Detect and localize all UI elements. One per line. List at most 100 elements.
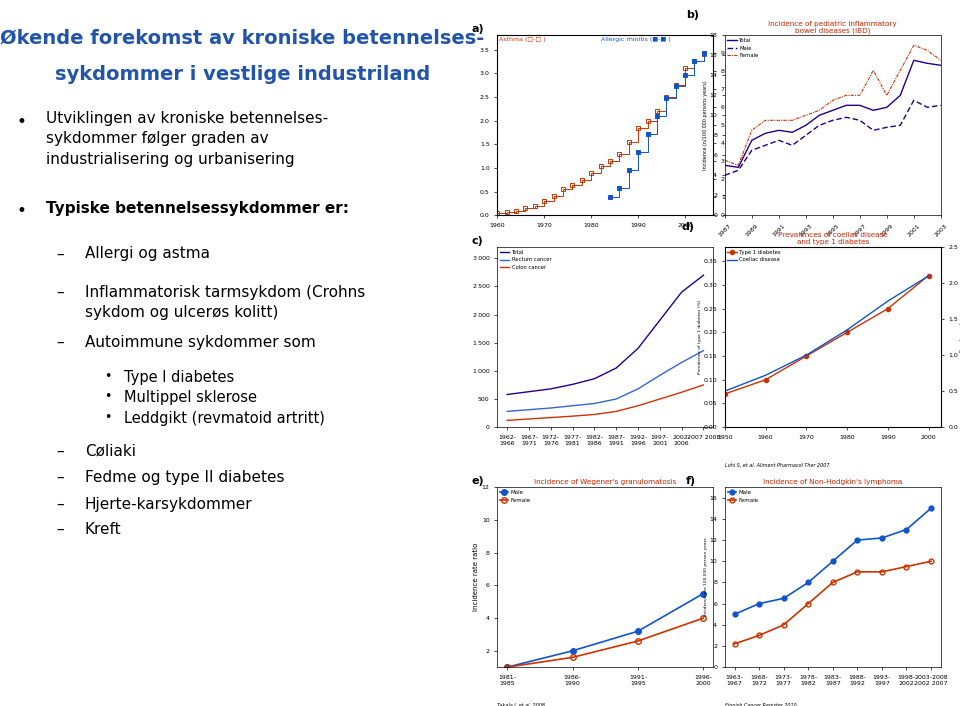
Line: Colon cancer: Colon cancer	[507, 385, 704, 420]
Total	[773, 126, 784, 135]
Total	[800, 121, 811, 130]
Text: –: –	[56, 497, 63, 512]
Rectum cancer	[633, 385, 644, 393]
Text: Asthma (□-□ ): Asthma (□-□ )	[499, 37, 546, 42]
Male	[881, 123, 893, 131]
Male	[754, 599, 765, 608]
Female	[852, 568, 863, 576]
Total	[545, 385, 557, 393]
Colon cancer	[588, 410, 600, 419]
Total	[868, 106, 879, 114]
Female	[827, 578, 839, 587]
Total	[698, 271, 709, 280]
Female	[803, 599, 814, 608]
Text: Utviklingen av kroniske betennelses-
sykdommer følger graden av
industrialiserin: Utviklingen av kroniske betennelses- syk…	[46, 111, 328, 167]
Total	[719, 161, 731, 169]
Male	[876, 534, 888, 542]
Coeliac disease	[882, 297, 894, 305]
Female	[759, 116, 771, 124]
Colon cancer	[654, 395, 665, 403]
Colon cancer	[545, 413, 557, 421]
Total	[523, 388, 535, 396]
Type 1 diabetes	[882, 304, 894, 313]
Male	[827, 557, 839, 566]
Text: f): f)	[685, 477, 696, 486]
Text: •: •	[105, 370, 111, 383]
Text: Leddgikt (revmatoid artritt): Leddgikt (revmatoid artritt)	[124, 411, 324, 426]
Total	[935, 61, 947, 70]
Male	[633, 627, 644, 635]
Text: e): e)	[471, 477, 484, 486]
Total	[895, 91, 906, 100]
Coeliac disease	[841, 325, 852, 334]
Text: –: –	[56, 443, 63, 458]
Colon cancer	[633, 402, 644, 410]
Text: •: •	[105, 390, 111, 403]
Text: Allergic rhinitis (■-■ ): Allergic rhinitis (■-■ )	[601, 37, 671, 42]
Line: Type 1 diabetes: Type 1 diabetes	[723, 273, 930, 396]
Legend: Total, Male, Female: Total, Male, Female	[728, 38, 758, 58]
Legend: Male, Female: Male, Female	[500, 490, 531, 503]
Title: Incidence of Wegener's granulomatosis: Incidence of Wegener's granulomatosis	[534, 479, 677, 485]
Title: Incidence of Non-Hodgkin's lymphoma: Incidence of Non-Hodgkin's lymphoma	[763, 479, 902, 485]
Total	[611, 364, 622, 372]
Coeliac disease	[923, 272, 934, 280]
Female	[773, 116, 784, 124]
Male	[868, 126, 879, 135]
Male	[925, 504, 937, 513]
Female	[786, 116, 798, 124]
Text: –: –	[56, 246, 63, 261]
Rectum cancer	[654, 371, 665, 380]
Female	[935, 56, 947, 64]
Total	[732, 163, 744, 172]
Text: Økende forekomst av kroniske betennelses-: Økende forekomst av kroniske betennelses…	[0, 28, 485, 47]
Male	[778, 594, 789, 603]
Female	[827, 96, 838, 104]
Rectum cancer	[588, 400, 600, 408]
Total	[746, 136, 757, 145]
Female	[746, 126, 757, 135]
Type 1 diabetes	[923, 271, 934, 280]
Male	[900, 525, 912, 534]
Female	[900, 562, 912, 570]
Male	[813, 121, 825, 130]
Line: Male: Male	[732, 506, 933, 616]
Female	[876, 568, 888, 576]
Title: Prevalences of coeliac disease
and type 1 diabetes: Prevalences of coeliac disease and type …	[778, 232, 888, 245]
Text: Autoimmune sykdommer som: Autoimmune sykdommer som	[84, 335, 316, 349]
Type 1 diabetes	[719, 390, 731, 398]
Male	[786, 141, 798, 150]
Female	[778, 621, 789, 629]
Title: Incidence of pediatric inflammatory
bowel diseases (IBD): Incidence of pediatric inflammatory bowe…	[769, 20, 897, 34]
Female	[698, 614, 709, 622]
Total	[813, 111, 825, 119]
Female	[732, 161, 744, 169]
Text: –: –	[56, 522, 63, 537]
Female	[908, 41, 920, 49]
Line: Coeliac disease: Coeliac disease	[725, 276, 928, 391]
Total	[908, 56, 920, 64]
Male	[773, 136, 784, 145]
Text: Typiske betennelsessykdommer er:: Typiske betennelsessykdommer er:	[46, 201, 349, 215]
Male	[908, 96, 920, 104]
Text: c): c)	[471, 237, 483, 246]
Text: •: •	[17, 113, 27, 131]
Text: Inflammatorisk tarmsykdom (Crohns
sykdom og ulcerøs kolitt): Inflammatorisk tarmsykdom (Crohns sykdom…	[84, 285, 365, 320]
Male	[852, 536, 863, 544]
Total	[841, 101, 852, 109]
Male	[895, 121, 906, 130]
Male	[501, 663, 513, 671]
Y-axis label: Prevalence of type 1 diabetes (%): Prevalence of type 1 diabetes (%)	[698, 300, 702, 374]
Text: Kreft: Kreft	[84, 522, 122, 537]
Line: Male: Male	[504, 591, 707, 670]
Line: Rectum cancer: Rectum cancer	[507, 351, 704, 412]
Colon cancer	[676, 388, 687, 397]
Female	[868, 66, 879, 75]
Male	[746, 146, 757, 155]
Total	[501, 390, 513, 399]
Total	[676, 288, 687, 297]
Text: Allergi og astma: Allergi og astma	[84, 246, 210, 261]
Line: Male: Male	[725, 100, 941, 175]
Female	[895, 66, 906, 75]
Total	[881, 103, 893, 112]
